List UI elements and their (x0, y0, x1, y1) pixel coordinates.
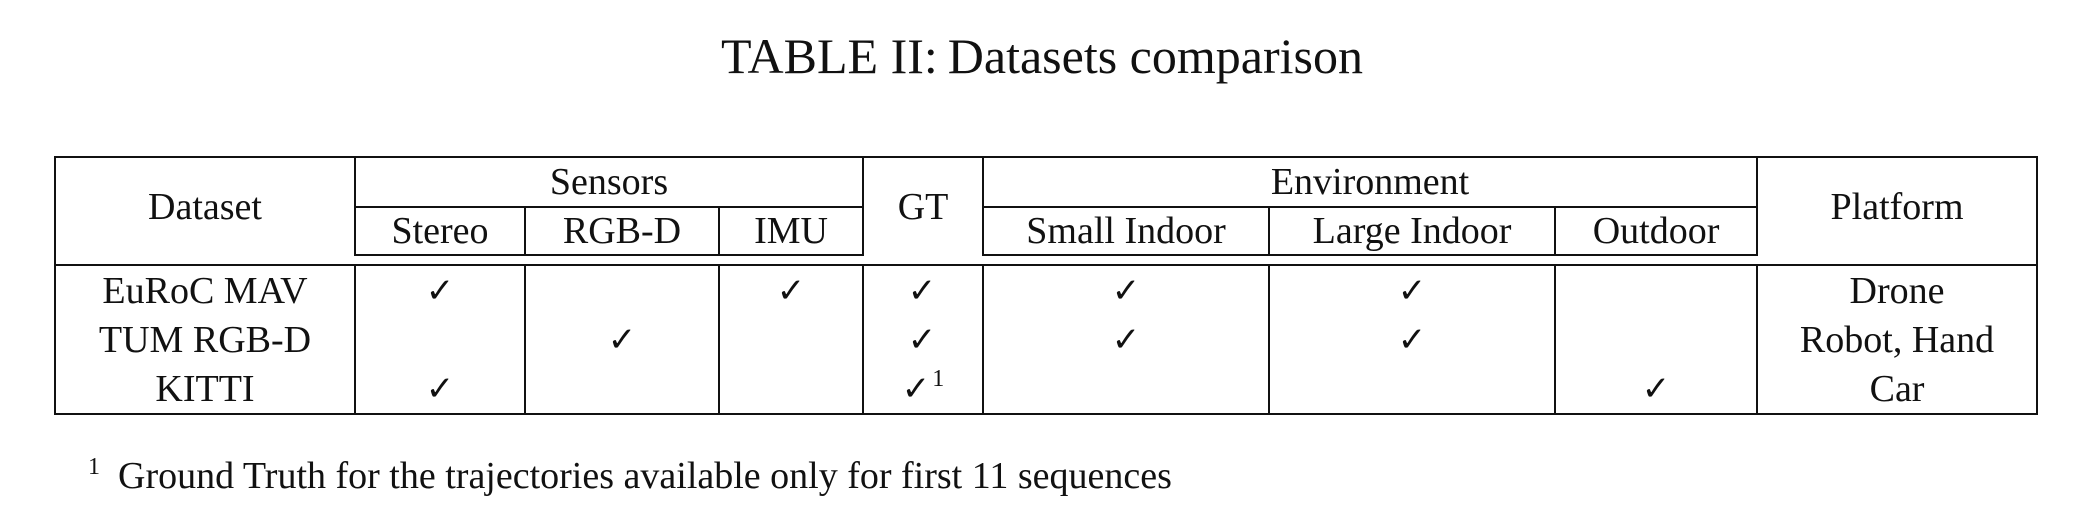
cell-rgbd (524, 364, 720, 415)
cell-outdoor: ✓ (1554, 364, 1759, 415)
cell-imu (717, 315, 865, 364)
cell-small-indoor (982, 364, 1271, 415)
check-icon: ✓ (1397, 320, 1427, 360)
check-icon: ✓ (1111, 271, 1141, 311)
cell-small-indoor: ✓ (982, 315, 1271, 364)
cell-imu: ✓ (717, 264, 865, 315)
footnote-ref: 1 (932, 366, 945, 393)
header-small-indoor: Small Indoor (982, 206, 1271, 256)
table-row: KITTI ✓ ✓1 ✓ Car (54, 364, 2039, 415)
table-gap (53, 255, 2039, 265)
check-icon: ✓ (776, 271, 806, 311)
header-large-indoor: Large Indoor (1268, 206, 1557, 256)
table-footnote: 1 Ground Truth for the trajectories avail… (88, 452, 1172, 500)
check-icon: ✓ (907, 271, 937, 311)
cell-large-indoor: ✓ (1268, 315, 1557, 364)
cell-large-indoor: ✓ (1268, 264, 1557, 315)
cell-stereo (354, 315, 526, 364)
check-icon: ✓ (425, 369, 455, 409)
header-sensors: Sensors (353, 156, 865, 207)
table-row: EuRoC MAV ✓ ✓ ✓ ✓ ✓ Drone (54, 264, 2039, 315)
cell-stereo: ✓ (354, 264, 526, 315)
cell-large-indoor (1268, 364, 1557, 415)
cell-gt: ✓ (862, 315, 985, 364)
check-icon: ✓ (1641, 369, 1671, 409)
cell-platform: Car (1756, 364, 2039, 415)
check-icon: ✓ (907, 320, 937, 360)
cell-outdoor (1554, 264, 1759, 315)
cell-small-indoor: ✓ (982, 264, 1271, 315)
footnote-text: Ground Truth for the trajectories availa… (118, 455, 1172, 497)
cell-dataset: EuRoC MAV (54, 264, 356, 315)
table-caption-label: TABLE II: (721, 28, 938, 84)
header-rgbd: RGB-D (524, 206, 720, 256)
check-icon: ✓ (1111, 320, 1141, 360)
header-dataset: Dataset (54, 156, 356, 255)
cell-dataset: TUM RGB-D (54, 315, 356, 364)
check-icon: ✓ (425, 271, 455, 311)
header-outdoor: Outdoor (1554, 206, 1759, 256)
table-row: TUM RGB-D ✓ ✓ ✓ ✓ Robot, Hand (54, 315, 2039, 364)
check-icon: ✓ (901, 369, 931, 409)
check-icon: ✓ (607, 320, 637, 360)
header-imu: IMU (717, 206, 865, 256)
cell-imu (717, 364, 865, 415)
header-environment: Environment (982, 156, 1759, 207)
cell-gt: ✓1 (862, 364, 985, 415)
footnote-marker: 1 (88, 454, 100, 481)
header-stereo: Stereo (354, 206, 526, 256)
table-caption: TABLE II: Datasets comparison (0, 24, 2084, 88)
cell-stereo: ✓ (354, 364, 526, 415)
cell-gt: ✓ (862, 264, 985, 315)
datasets-comparison-table: Dataset Sensors GT Environment Platform … (53, 156, 2039, 415)
cell-platform: Drone (1756, 264, 2039, 315)
header-platform: Platform (1756, 156, 2039, 255)
cell-outdoor (1554, 315, 1759, 364)
cell-rgbd (524, 264, 720, 315)
check-icon: ✓ (1397, 271, 1427, 311)
table-caption-title: Datasets comparison (947, 28, 1363, 84)
cell-rgbd: ✓ (524, 315, 720, 364)
cell-platform: Robot, Hand (1756, 315, 2039, 364)
cell-dataset: KITTI (54, 364, 356, 415)
header-gt: GT (862, 156, 985, 255)
